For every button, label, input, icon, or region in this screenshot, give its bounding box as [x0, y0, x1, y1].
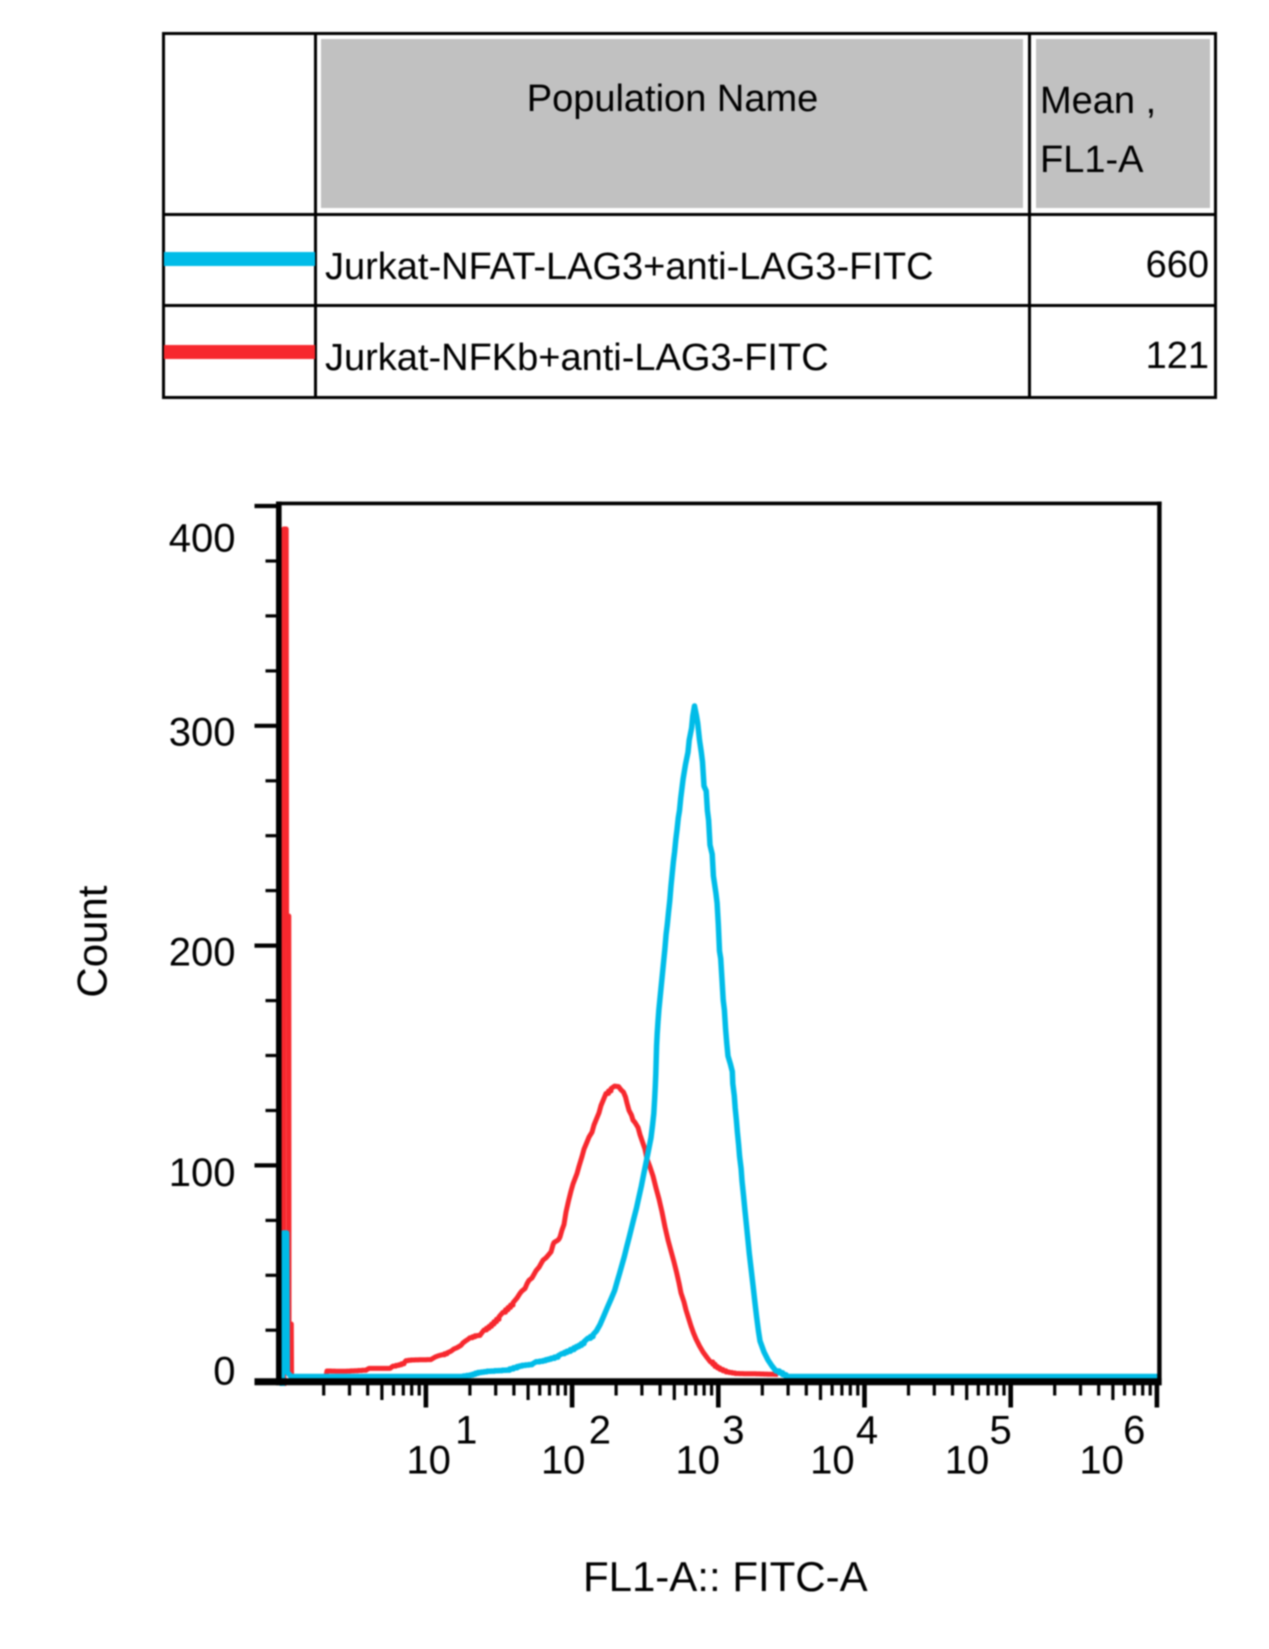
svg-text:10: 10: [406, 1439, 451, 1483]
svg-text:10: 10: [541, 1439, 586, 1483]
svg-text:0: 0: [213, 1350, 235, 1394]
svg-text:300: 300: [169, 710, 236, 754]
svg-text:FL1-A:: FITC-A: FL1-A:: FITC-A: [583, 1553, 868, 1600]
svg-text:4: 4: [856, 1409, 878, 1453]
svg-text:5: 5: [990, 1409, 1012, 1453]
svg-text:Count: Count: [69, 885, 116, 997]
svg-text:100: 100: [169, 1151, 236, 1195]
svg-text:10: 10: [810, 1439, 855, 1483]
svg-text:10: 10: [1079, 1439, 1124, 1483]
svg-text:400: 400: [169, 517, 236, 561]
svg-text:6: 6: [1123, 1409, 1145, 1453]
svg-text:200: 200: [169, 931, 236, 975]
svg-text:10: 10: [945, 1439, 990, 1483]
svg-text:1: 1: [455, 1409, 477, 1453]
svg-text:10: 10: [676, 1439, 721, 1483]
svg-text:3: 3: [722, 1409, 744, 1453]
svg-text:2: 2: [589, 1409, 611, 1453]
